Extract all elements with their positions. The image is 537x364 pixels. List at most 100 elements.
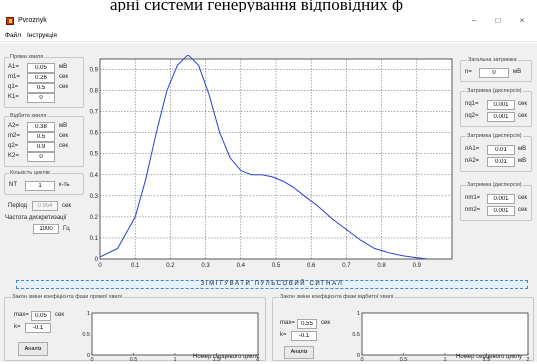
nq2-field[interactable]: [487, 112, 515, 122]
q1-field[interactable]: [27, 83, 55, 93]
x-tick-label: 0.6: [307, 263, 316, 269]
phase-direct-max-unit: сек: [55, 312, 64, 318]
a2-label: A2=: [8, 123, 19, 129]
k1-field[interactable]: [27, 93, 55, 103]
m2-unit: сек: [59, 133, 68, 139]
k1-label: K1=: [8, 94, 19, 100]
m1-unit: сек: [59, 74, 68, 80]
nm1-unit: сек: [518, 195, 527, 201]
na2-field[interactable]: [487, 157, 515, 167]
m1-field[interactable]: [27, 73, 55, 83]
phase-y-tick-label: 1: [357, 311, 360, 317]
phase-reflected-max-label: max=: [280, 320, 295, 326]
period-field: [32, 201, 58, 211]
phase-y-tick-label: 0: [357, 353, 360, 359]
cycles-group: Кількість циклів NT к-ть: [4, 170, 84, 195]
cycles-field[interactable]: [25, 181, 55, 191]
phase-reflected-analyze-button[interactable]: Аналіз: [284, 346, 314, 359]
phase-x-tick-label: 2: [256, 357, 259, 363]
phase-y-tick-label: 0: [87, 353, 90, 359]
nq1-label: nq1=: [465, 101, 479, 107]
nm2-unit: сек: [518, 207, 527, 213]
phase-reflected-chart: 0 0.5 1 1.5 2 0 0.5 1: [352, 311, 529, 363]
menu-bar: Файл Інструкція: [0, 30, 537, 42]
sampling-field[interactable]: [33, 224, 59, 234]
q2-label: q2=: [8, 143, 19, 149]
nm1-field[interactable]: [487, 194, 515, 204]
phase-reflected-xlabel: Номер серцевого циклу: [456, 354, 523, 360]
y-tick-label: 0.1: [90, 236, 99, 242]
minimize-button[interactable]: –: [471, 16, 477, 25]
y-tick-label: 0.8: [90, 89, 99, 95]
na2-unit: мВ: [518, 158, 527, 164]
nm1-label: nm1=: [465, 195, 481, 201]
m2-field[interactable]: [27, 132, 55, 142]
q1-label: q1=: [8, 84, 19, 90]
direct-wave-group: Пряма хвиля A1= мВ m1= сек q1= сек K1=: [4, 54, 84, 108]
maximize-button[interactable]: □: [495, 16, 501, 25]
phase-reflected-k-field[interactable]: [291, 331, 317, 341]
x-tick-label: 0.1: [131, 263, 140, 269]
y-tick-label: 0.2: [90, 215, 99, 221]
pulse-signal-line: [99, 55, 428, 260]
cycles-title: Кількість циклів: [9, 170, 51, 176]
y-tick-label: 0.7: [90, 110, 99, 116]
phase-y-tick-label: 1: [87, 311, 90, 317]
phase-reflected-title: Закон зміни коефіцієнта фази відбитої хв…: [279, 294, 395, 300]
phase-y-tick-label: 0.5: [82, 332, 90, 338]
phase-direct-max-label: max=: [14, 312, 29, 318]
app-logo-icon: [6, 17, 14, 25]
phase-direct-k-label: k=: [14, 324, 21, 330]
phase-x-tick-label: 0.5: [130, 357, 138, 363]
menu-instruction[interactable]: Інструкція: [27, 32, 57, 39]
x-tick-label: 0.3: [201, 263, 210, 269]
nm2-field[interactable]: [487, 206, 515, 216]
simulate-pulse-button[interactable]: ЗІМІТУВАТИ ПУЛЬСОВИЙ СИГНАЛ: [16, 280, 528, 289]
k2-field[interactable]: [27, 152, 55, 162]
delay-dispersion-group: Затримка (дисперсія) nq1= сек nq2= сек: [460, 88, 532, 127]
x-tick-label: 0.4: [237, 263, 246, 269]
y-tick-label: 0.5: [90, 152, 99, 158]
cycles-unit: к-ть: [59, 182, 70, 188]
phase-reflected-max-field[interactable]: [297, 319, 317, 329]
phase-direct-max-field[interactable]: [31, 311, 51, 321]
general-delay-field[interactable]: [479, 68, 509, 78]
q2-field[interactable]: [27, 142, 55, 152]
direct-wave-title: Пряма хвиля: [9, 54, 45, 60]
nq1-field[interactable]: [487, 100, 515, 110]
mean-dispersion-group: Затримка (дисперсія) nm1= сек nm2= сек: [460, 182, 532, 221]
na1-field[interactable]: [487, 145, 515, 155]
phase-direct-analyze-button[interactable]: Аналіз: [18, 342, 48, 356]
y-tick-label: 0.6: [90, 131, 99, 137]
header-title: арні системи генерування відповідних ф: [110, 0, 404, 14]
phase-reflected-max-unit: сек: [321, 320, 330, 326]
phase-x-tick-label: 0: [360, 357, 363, 363]
y-tick-label: 0.9: [90, 68, 99, 74]
m2-label: m2=: [8, 133, 20, 139]
a1-field[interactable]: [27, 63, 55, 73]
amplitude-dispersion-group: Затримка (дисперсія) nA1= мВ nA2= мВ: [460, 133, 532, 172]
x-tick-label: 0: [98, 263, 102, 269]
close-button[interactable]: ×: [519, 16, 525, 25]
a1-unit: мВ: [59, 64, 68, 70]
nq2-unit: сек: [518, 113, 527, 119]
a2-field[interactable]: [27, 122, 55, 132]
menu-file[interactable]: Файл: [5, 32, 21, 39]
cycles-label: NT: [9, 182, 17, 188]
period-unit: сек: [62, 203, 71, 209]
a2-unit: мВ: [59, 123, 68, 129]
x-tick-label: 0.8: [377, 263, 386, 269]
phase-x-tick-label: 0.5: [400, 357, 408, 363]
nq1-unit: сек: [518, 101, 527, 107]
phase-plot-area: [91, 312, 259, 356]
delay-dispersion-title: Затримка (дисперсія): [466, 88, 523, 94]
q1-unit: сек: [59, 84, 68, 90]
phase-direct-group: Закон зміни коефіцієнта фази прямої хвил…: [4, 294, 266, 361]
general-delay-unit: мВ: [513, 69, 522, 75]
phase-direct-k-field[interactable]: [25, 323, 51, 333]
y-tick-label: 0.4: [90, 173, 99, 179]
na1-unit: мВ: [518, 146, 527, 152]
phase-reflected-k-label: k=: [280, 332, 287, 338]
period-label: Період: [8, 203, 28, 209]
amplitude-dispersion-title: Затримка (дисперсія): [466, 133, 523, 139]
